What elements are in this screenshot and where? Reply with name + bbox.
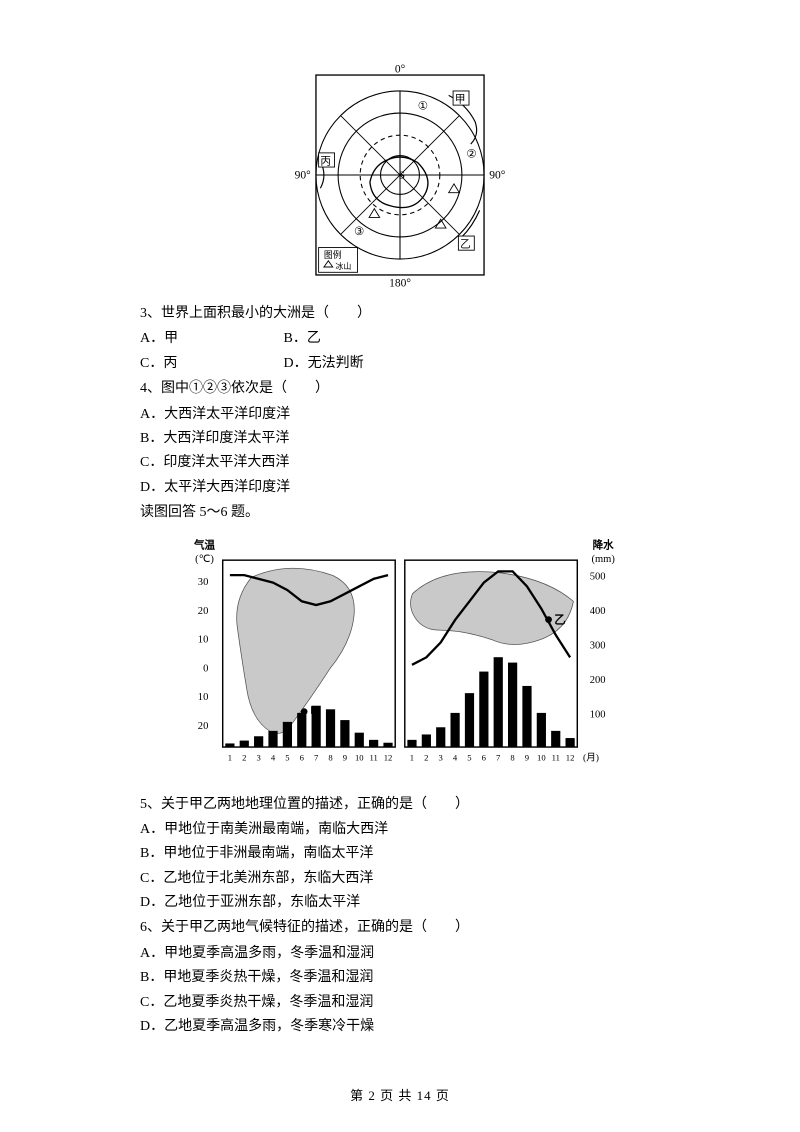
svg-text:11: 11 (369, 752, 377, 762)
svg-text:10: 10 (355, 752, 364, 762)
q5-opt-b: B．甲地位于非洲最南端，南临太平洋 (140, 843, 660, 865)
q3-opt-a: A．甲 (140, 328, 280, 350)
q3-options-row1: A．甲 B．乙 (140, 328, 660, 350)
svg-text:S: S (399, 171, 405, 182)
svg-text:30: 30 (198, 577, 209, 588)
svg-text:20: 20 (198, 605, 209, 616)
svg-text:500: 500 (590, 571, 606, 582)
svg-text:0: 0 (203, 663, 208, 674)
figure-climate-panels: 气温(℃)降水(mm)30201001020500400300200100甲12… (140, 531, 660, 786)
q6-opt-c: C．乙地夏季炎热干燥，冬季温和湿润 (140, 992, 660, 1014)
svg-text:7: 7 (314, 752, 319, 762)
svg-text:4: 4 (453, 752, 458, 762)
svg-text:8: 8 (328, 752, 332, 762)
svg-text:甲: 甲 (455, 94, 466, 105)
svg-text:③: ③ (354, 226, 364, 238)
svg-text:6: 6 (482, 752, 487, 762)
svg-text:20: 20 (198, 720, 209, 731)
svg-text:10: 10 (198, 692, 209, 703)
svg-text:1: 1 (228, 752, 232, 762)
svg-text:12: 12 (566, 752, 575, 762)
svg-text:100: 100 (590, 709, 606, 720)
svg-text:10: 10 (198, 634, 209, 645)
svg-text:300: 300 (590, 640, 606, 651)
svg-text:7: 7 (496, 752, 501, 762)
intro-5-6: 读图回答 5～6 题。 (140, 502, 660, 524)
q4-opt-d: D．太平洋大西洋印度洋 (140, 477, 660, 499)
q5-opt-c: C．乙地位于北美洲东部，东临大西洋 (140, 868, 660, 890)
svg-text:10: 10 (537, 752, 546, 762)
page-footer: 第 2 页 共 14 页 (140, 1085, 660, 1104)
svg-text:90°: 90° (295, 170, 312, 182)
q4-opt-b: B．大西洋印度洋太平洋 (140, 428, 660, 450)
svg-text:11: 11 (552, 752, 560, 762)
q4-opt-c: C．印度洋太平洋大西洋 (140, 452, 660, 474)
q3-stem: 3、世界上面积最小的大洲是（ ） (140, 303, 660, 325)
svg-text:(mm): (mm) (591, 554, 615, 565)
q6-stem: 6、关于甲乙两地气候特征的描述，正确的是（ ） (140, 917, 660, 939)
svg-text:200: 200 (590, 674, 606, 685)
svg-text:0°: 0° (395, 63, 406, 75)
svg-text:6: 6 (300, 752, 305, 762)
svg-text:9: 9 (525, 752, 529, 762)
q6-opt-a: A．甲地夏季高温多雨，冬季温和湿润 (140, 943, 660, 965)
svg-text:乙: 乙 (554, 613, 566, 626)
svg-text:5: 5 (467, 752, 471, 762)
svg-text:90°: 90° (489, 170, 506, 182)
svg-text:400: 400 (590, 605, 606, 616)
svg-text:(月): (月) (583, 752, 599, 763)
svg-text:丙: 丙 (320, 156, 331, 167)
q3-opt-c: C．丙 (140, 353, 280, 375)
svg-text:5: 5 (285, 752, 289, 762)
svg-text:(℃): (℃) (195, 554, 214, 565)
svg-text:3: 3 (256, 752, 260, 762)
q5-opt-a: A．甲地位于南美洲最南端，南临大西洋 (140, 819, 660, 841)
svg-text:降水: 降水 (593, 538, 615, 551)
figure-polar-map: 0° 180° 90° 90° S ① ② ③ 甲乙 丙图例冰山 (140, 60, 660, 295)
svg-text:180°: 180° (389, 277, 411, 289)
svg-text:乙: 乙 (460, 239, 471, 251)
svg-text:1: 1 (410, 752, 414, 762)
svg-text:8: 8 (510, 752, 514, 762)
q5-opt-d: D．乙地位于亚洲东部，东临太平洋 (140, 892, 660, 914)
q6-opt-b: B．甲地夏季炎热干燥，冬季温和湿润 (140, 967, 660, 989)
svg-text:①: ① (418, 101, 428, 113)
q3-options-row2: C．丙 D．无法判断 (140, 353, 660, 375)
svg-text:9: 9 (343, 752, 347, 762)
q3-opt-d: D．无法判断 (284, 353, 424, 375)
svg-text:4: 4 (271, 752, 276, 762)
svg-text:12: 12 (384, 752, 393, 762)
svg-text:图例: 图例 (324, 249, 342, 260)
svg-text:2: 2 (424, 752, 428, 762)
q4-opt-a: A．大西洋太平洋印度洋 (140, 404, 660, 426)
svg-text:气温: 气温 (193, 538, 216, 551)
q6-opt-d: D．乙地夏季高温多雨，冬季寒冷干燥 (140, 1016, 660, 1038)
svg-text:2: 2 (242, 752, 246, 762)
svg-text:3: 3 (439, 752, 443, 762)
svg-text:②: ② (466, 148, 476, 160)
svg-text:冰山: 冰山 (335, 261, 351, 271)
q5-stem: 5、关于甲乙两地地理位置的描述，正确的是（ ） (140, 794, 660, 816)
q3-opt-b: B．乙 (284, 328, 424, 350)
q4-stem: 4、图中①②③依次是（ ） (140, 378, 660, 400)
